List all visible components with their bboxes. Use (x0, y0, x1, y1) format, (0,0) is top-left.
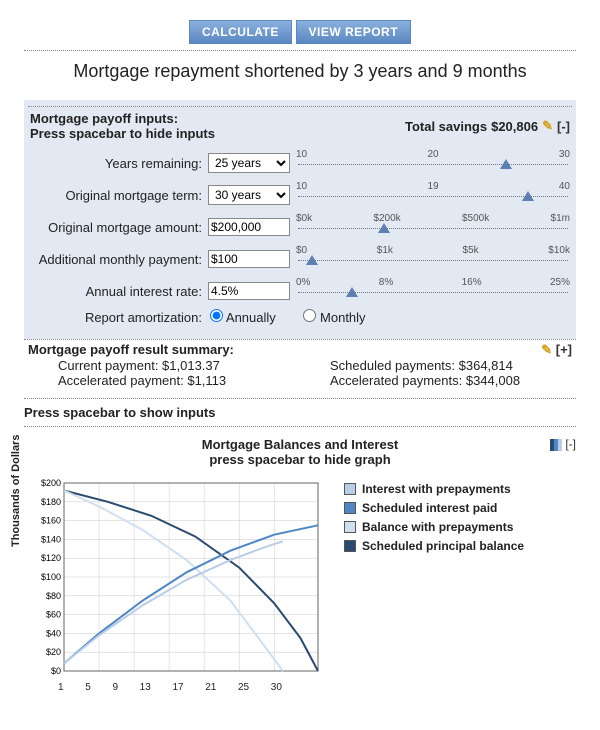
edit-icon[interactable]: ✎ (542, 118, 553, 134)
row-interest-rate: Annual interest rate: 0%8%16%25% (28, 277, 572, 305)
row-years-remaining: Years remaining: 25 years 102030 (28, 149, 572, 177)
total-savings-label: Total savings (405, 119, 487, 134)
interest-rate-label: Annual interest rate: (28, 284, 208, 299)
accelerated-payment: Accelerated payment: $1,113 (58, 373, 300, 388)
page-title: Mortgage repayment shortened by 3 years … (24, 61, 576, 82)
svg-text:$0: $0 (51, 666, 61, 676)
chart-icon[interactable] (550, 439, 562, 451)
interest-rate-input[interactable] (208, 282, 290, 300)
current-payment: Current payment: $1,013.37 (58, 358, 300, 373)
collapse-toggle[interactable]: [-] (557, 119, 570, 134)
row-original-term: Original mortgage term: 30 years 101940 (28, 181, 572, 209)
original-amount-label: Original mortgage amount: (28, 220, 208, 235)
additional-payment-slider[interactable]: $0$1k$5k$10k (294, 245, 572, 273)
amortization-label: Report amortization: (28, 310, 208, 325)
legend-item: Balance with prepayments (344, 520, 524, 534)
button-row: CALCULATE VIEW REPORT (24, 20, 576, 44)
legend-item: Interest with prepayments (344, 482, 524, 496)
amortization-annually-radio[interactable] (210, 309, 223, 322)
total-savings-value: $20,806 (491, 119, 538, 134)
inputs-panel: Mortgage payoff inputs: Press spacebar t… (24, 100, 576, 339)
calculate-button[interactable]: CALCULATE (189, 20, 292, 44)
chart-legend: Interest with prepayments Scheduled inter… (324, 477, 524, 677)
svg-text:$200: $200 (41, 478, 61, 488)
chart-area: Thousands of Dollars $200$180$160$140$12… (24, 477, 576, 677)
summary-title: Mortgage payoff result summary: (28, 342, 234, 358)
svg-text:$20: $20 (46, 647, 61, 657)
row-amortization: Report amortization: Annually Monthly (28, 309, 572, 325)
chart-collapse-toggle[interactable]: [-] (565, 437, 576, 451)
svg-text:$60: $60 (46, 610, 61, 620)
original-term-slider[interactable]: 101940 (294, 181, 572, 209)
chart-subtitle: press spacebar to hide graph (24, 452, 576, 467)
original-amount-input[interactable] (208, 218, 290, 236)
inputs-header-line1: Mortgage payoff inputs: (30, 111, 215, 126)
chart-header: Mortgage Balances and Interest press spa… (24, 437, 576, 467)
svg-text:$80: $80 (46, 591, 61, 601)
view-report-button[interactable]: VIEW REPORT (296, 20, 412, 44)
svg-text:$140: $140 (41, 534, 61, 544)
interest-rate-slider[interactable]: 0%8%16%25% (294, 277, 572, 305)
original-term-select[interactable]: 30 years (208, 185, 290, 205)
additional-payment-label: Additional monthly payment: (28, 252, 208, 267)
chart-title: Mortgage Balances and Interest (24, 437, 576, 452)
divider (24, 50, 576, 51)
total-savings: Total savings $20,806 ✎ [-] (405, 111, 570, 141)
svg-text:$160: $160 (41, 516, 61, 526)
chart-box: Thousands of Dollars $200$180$160$140$12… (24, 477, 324, 677)
y-axis-label: Thousands of Dollars (10, 435, 22, 547)
years-remaining-slider[interactable]: 102030 (294, 149, 572, 177)
amortization-monthly-label: Monthly (320, 310, 366, 325)
svg-text:$180: $180 (41, 497, 61, 507)
original-amount-slider[interactable]: $0k$200k$500k$1m (294, 213, 572, 241)
amortization-annually-label: Annually (226, 310, 276, 325)
legend-item: Scheduled interest paid (344, 501, 524, 515)
original-term-label: Original mortgage term: (28, 188, 208, 203)
accelerated-payments: Accelerated payments: $344,008 (330, 373, 572, 388)
edit-icon[interactable]: ✎ (541, 342, 552, 357)
svg-text:$40: $40 (46, 628, 61, 638)
line-chart: $200 $180 $160 $140 $120 $100 $80 $60 $40 $20 $0 (24, 477, 324, 677)
additional-payment-input[interactable] (208, 250, 290, 268)
scheduled-payments: Scheduled payments: $364,814 (330, 358, 572, 373)
x-ticks: 1591317212530 (24, 680, 282, 693)
legend-item: Scheduled principal balance (344, 539, 524, 553)
svg-text:$100: $100 (41, 572, 61, 582)
expand-toggle[interactable]: [+] (556, 342, 572, 357)
show-inputs-bar[interactable]: Press spacebar to show inputs (24, 398, 576, 427)
summary-panel: Mortgage payoff result summary: ✎ [+] Cu… (24, 339, 576, 394)
years-remaining-label: Years remaining: (28, 156, 208, 171)
row-original-amount: Original mortgage amount: $0k$200k$500k$… (28, 213, 572, 241)
row-additional-payment: Additional monthly payment: $0$1k$5k$10k (28, 245, 572, 273)
inputs-header: Mortgage payoff inputs: Press spacebar t… (30, 111, 215, 141)
years-remaining-select[interactable]: 25 years (208, 153, 290, 173)
svg-text:$120: $120 (41, 553, 61, 563)
inputs-header-line2: Press spacebar to hide inputs (30, 126, 215, 141)
amortization-monthly-radio[interactable] (303, 309, 316, 322)
